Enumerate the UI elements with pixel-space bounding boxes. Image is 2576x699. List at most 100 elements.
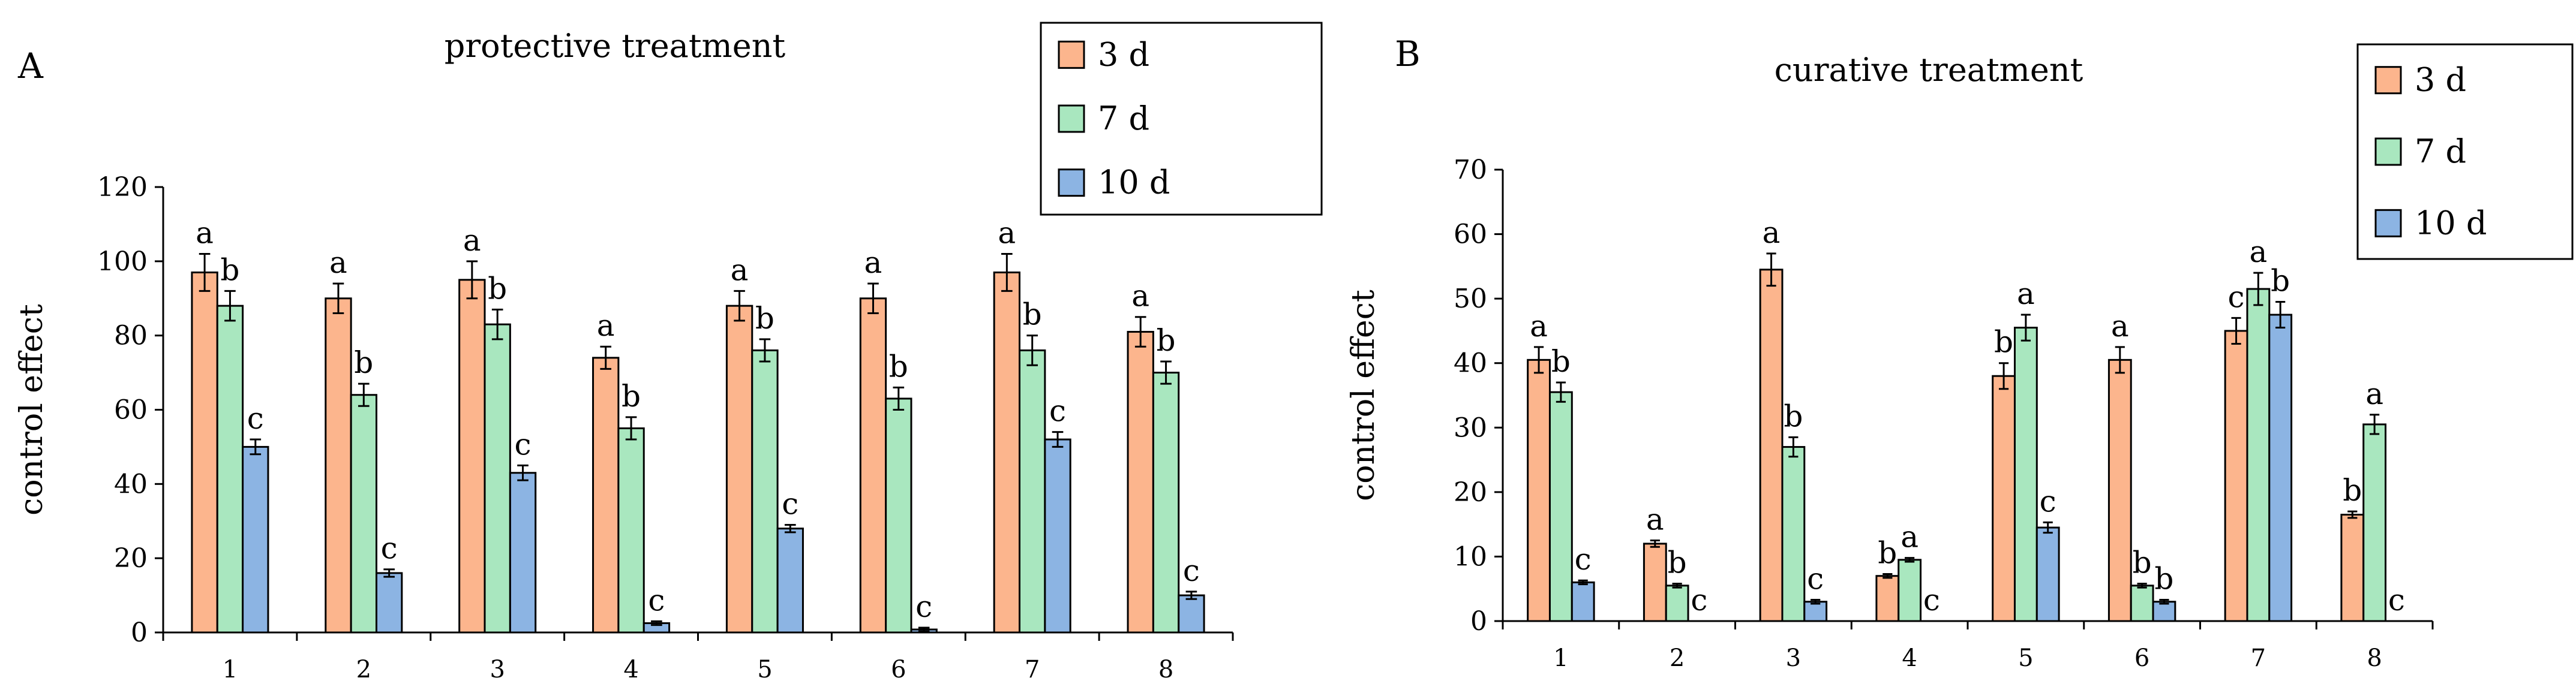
- significance-letter-a: b: [488, 271, 507, 306]
- y-tick-label-a: 120: [97, 172, 148, 203]
- legend-label-a: 10 d: [1098, 164, 1170, 201]
- legend-swatch-a: [1058, 168, 1085, 197]
- bar-a-2-10d: [375, 572, 403, 634]
- x-tick-label-b: 4: [1902, 644, 1917, 672]
- significance-letter-b: a: [2365, 376, 2383, 411]
- significance-letter-a: a: [731, 252, 749, 287]
- significance-letter-a: c: [648, 583, 665, 617]
- chart-title-b: curative treatment: [1775, 51, 2083, 89]
- bar-b-3-3d: [1759, 269, 1784, 622]
- legend-swatch-b: [2374, 137, 2402, 166]
- significance-letter-b: b: [1551, 344, 1571, 379]
- significance-letter-a: c: [915, 589, 932, 624]
- x-tick-label-b: 8: [2367, 644, 2382, 672]
- significance-letter-b: c: [1575, 542, 1592, 577]
- y-tick-label-b: 60: [1454, 219, 1487, 250]
- bar-b-6-3d: [2107, 358, 2132, 622]
- significance-letter-b: a: [1901, 520, 1919, 555]
- y-tick-label-b: 40: [1454, 348, 1487, 379]
- legend-label-b: 10 d: [2415, 204, 2487, 242]
- x-tick-label-b: 6: [2134, 644, 2149, 672]
- x-tick-label-a: 7: [1025, 656, 1040, 683]
- legend-label-a: 3 d: [1098, 35, 1149, 73]
- y-tick-label-b: 20: [1454, 477, 1487, 508]
- significance-letter-b: b: [1784, 399, 1803, 433]
- significance-letter-b: b: [1878, 535, 1897, 570]
- legend-label-b: 7 d: [2415, 132, 2466, 170]
- y-tick-label-b: 10: [1454, 541, 1487, 572]
- chart-title-a: protective treatment: [445, 27, 786, 65]
- bar-a-8-3d: [1127, 330, 1154, 634]
- bar-a-1-3d: [191, 271, 218, 634]
- significance-letter-b: c: [2040, 484, 2056, 519]
- y-tick-label-b: 70: [1454, 155, 1487, 185]
- bar-a-7-10d: [1044, 438, 1071, 634]
- bar-b-8-7d: [2362, 423, 2387, 622]
- y-tick-label-b: 0: [1470, 606, 1487, 637]
- bar-b-6-10d: [2152, 601, 2176, 622]
- bar-a-5-7d: [751, 349, 779, 634]
- bar-b-1-7d: [1548, 391, 1573, 622]
- y-tick-label-a: 60: [114, 395, 148, 426]
- bar-b-4-3d: [1875, 575, 1900, 622]
- significance-letter-a: a: [597, 308, 615, 343]
- bar-a-5-10d: [776, 528, 804, 634]
- significance-letter-b: b: [2271, 264, 2290, 299]
- bar-a-3-3d: [458, 279, 486, 634]
- legend-swatch-a: [1058, 104, 1085, 133]
- significance-letter-b: a: [1530, 309, 1548, 344]
- bar-a-5-3d: [725, 305, 753, 634]
- bar-b-2-3d: [1643, 543, 1667, 622]
- significance-letter-a: a: [196, 215, 214, 250]
- bar-a-3-7d: [484, 323, 511, 634]
- bar-b-7-10d: [2268, 314, 2293, 622]
- significance-letter-a: a: [998, 215, 1016, 250]
- significance-letter-b: a: [2249, 234, 2267, 269]
- significance-letter-a: b: [1157, 323, 1176, 358]
- significance-letter-b: c: [2388, 583, 2405, 617]
- significance-letter-b: c: [1691, 583, 1707, 617]
- x-tick-label-a: 5: [757, 656, 772, 683]
- significance-letter-b: b: [2133, 546, 2152, 580]
- bar-b-5-3d: [1992, 375, 2016, 622]
- x-tick-label-a: 2: [356, 656, 371, 683]
- bar-b-1-3d: [1527, 358, 1551, 622]
- x-tick-label-a: 8: [1158, 656, 1173, 683]
- y-tick-label-a: 40: [114, 469, 148, 499]
- y-tick-label-a: 0: [131, 617, 148, 648]
- legend-swatch-b: [2374, 66, 2402, 95]
- significance-letter-a: c: [247, 401, 264, 436]
- bar-a-3-10d: [509, 472, 537, 634]
- significance-letter-b: a: [2111, 309, 2129, 344]
- bar-a-1-10d: [242, 445, 269, 634]
- bar-a-4-7d: [617, 427, 645, 634]
- significance-letter-a: b: [755, 301, 774, 336]
- significance-letter-a: b: [622, 379, 641, 414]
- bar-b-3-10d: [1803, 601, 1828, 622]
- significance-letter-b: b: [1668, 546, 1687, 580]
- panel-letter-a: A: [17, 46, 44, 86]
- significance-letter-b: c: [2228, 279, 2245, 314]
- x-tick-label-a: 1: [223, 656, 238, 683]
- significance-letter-b: a: [1763, 215, 1781, 250]
- bar-b-5-7d: [2013, 327, 2038, 622]
- significance-letter-a: c: [1049, 394, 1066, 429]
- x-tick-label-a: 6: [891, 656, 906, 683]
- bar-a-2-7d: [350, 394, 377, 634]
- significance-letter-b: b: [1994, 325, 2013, 360]
- significance-letter-a: b: [354, 345, 373, 380]
- bar-a-8-10d: [1178, 594, 1205, 634]
- y-tick-label-b: 30: [1454, 412, 1487, 443]
- significance-letter-a: b: [1023, 297, 1042, 332]
- significance-letter-a: a: [329, 245, 347, 280]
- x-tick-label-b: 2: [1670, 644, 1685, 672]
- significance-letter-a: c: [515, 427, 532, 462]
- significance-letter-b: b: [2343, 473, 2362, 508]
- significance-letter-b: c: [1807, 562, 1824, 596]
- bar-b-2-7d: [1665, 584, 1689, 622]
- significance-letter-a: b: [220, 252, 239, 287]
- bar-a-7-3d: [993, 271, 1021, 634]
- bar-a-8-7d: [1152, 372, 1180, 634]
